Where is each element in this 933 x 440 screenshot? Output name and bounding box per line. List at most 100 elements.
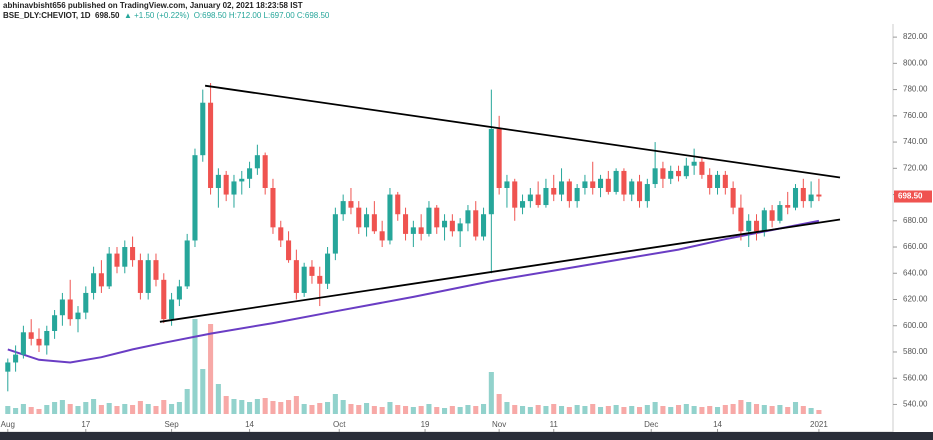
volume-bar <box>543 406 549 414</box>
x-tick-label: Nov <box>492 420 506 429</box>
moving-average <box>7 219 820 364</box>
candle-body <box>551 187 557 195</box>
volume-bar <box>91 399 97 414</box>
candle-body <box>457 223 463 232</box>
candle-body <box>660 168 666 179</box>
volume-bar <box>239 400 245 414</box>
volume-bar <box>200 369 206 414</box>
volume-bar <box>746 402 752 414</box>
volume-bar <box>176 402 182 414</box>
volume-bar <box>699 407 705 414</box>
volume-bar <box>410 407 416 414</box>
volume-bar <box>644 405 650 414</box>
candle-body <box>410 227 416 234</box>
volume-bar <box>722 405 728 414</box>
volume-bar <box>122 404 128 414</box>
candle-body <box>785 205 791 208</box>
candle-body <box>215 174 221 188</box>
candle-body <box>816 194 822 197</box>
candle-body <box>59 299 65 316</box>
volume-bar <box>145 404 151 414</box>
volume-bar <box>293 396 299 414</box>
volume-bar <box>403 406 409 414</box>
volume-bar <box>208 324 214 414</box>
volume-bar <box>67 404 73 414</box>
volume-bar <box>44 405 50 414</box>
candle-body <box>746 220 752 232</box>
candle-body <box>176 286 182 300</box>
volume-bar <box>465 405 471 414</box>
candle-body <box>371 214 377 232</box>
candle-body <box>761 210 767 232</box>
candle-body <box>28 332 34 339</box>
candle-body <box>738 207 744 232</box>
y-tick-label: 720.00 <box>903 163 928 172</box>
y-tick-label: 540.00 <box>903 400 928 409</box>
candle-body <box>262 155 268 188</box>
volume-bar <box>660 406 666 414</box>
candle-body <box>535 194 541 206</box>
volume-bar <box>223 396 229 414</box>
candle-body <box>293 260 299 293</box>
candle-body <box>714 174 721 188</box>
y-tick-label: 820.00 <box>903 32 928 41</box>
volume-bar <box>286 400 292 414</box>
candle-body <box>644 184 650 202</box>
candle-body <box>356 207 362 228</box>
volume-bar <box>753 404 760 414</box>
candle-body <box>512 181 518 208</box>
candle-body <box>543 187 549 206</box>
candle-body <box>449 220 455 232</box>
candle-body <box>192 155 198 241</box>
x-tick-label: Oct <box>333 420 346 429</box>
volume-bar <box>481 404 487 414</box>
candle-body <box>621 170 627 195</box>
volume-bar <box>5 406 11 414</box>
candle-body <box>683 165 689 177</box>
volume-bar <box>551 404 557 414</box>
last-price-label: 698.50 <box>898 192 923 201</box>
x-tick-label: 14 <box>245 420 254 429</box>
y-tick-label: 640.00 <box>903 268 928 277</box>
x-tick-label: 2021 <box>810 420 828 429</box>
volume-bar <box>714 407 721 414</box>
volume-bar <box>504 402 510 414</box>
last: 698.50 <box>95 11 120 20</box>
candle-body <box>340 201 346 215</box>
volume-bar <box>426 404 432 414</box>
candle-body <box>247 168 253 179</box>
candle-body <box>496 128 502 188</box>
x-tick-label: 11 <box>550 420 559 429</box>
volume-bar <box>449 406 455 414</box>
volume-bar <box>52 402 58 414</box>
candle-body <box>520 201 526 208</box>
candle-body <box>309 266 315 276</box>
x-tick-label: Dec <box>644 420 658 429</box>
candle-body <box>270 187 276 228</box>
candle-body <box>792 187 799 208</box>
volume-bar <box>707 406 713 414</box>
volume-bar <box>792 402 799 414</box>
volume-bar <box>442 408 448 414</box>
candle-body <box>613 170 619 192</box>
candle-body <box>83 292 89 313</box>
volume-bar <box>317 403 323 414</box>
volume-bar <box>371 406 377 414</box>
candle-body <box>52 315 58 331</box>
candle-body <box>597 178 604 188</box>
y-tick-label: 620.00 <box>903 295 928 304</box>
volume-bar <box>730 404 736 414</box>
volume-bar <box>520 406 526 414</box>
candle-body <box>184 240 190 287</box>
candle-body <box>691 161 697 166</box>
volume-bar <box>738 400 744 414</box>
candle-body <box>652 168 658 185</box>
candle-body <box>5 362 11 372</box>
candle-body <box>169 299 175 320</box>
volume-bar <box>395 405 401 414</box>
volume-bar <box>777 405 783 414</box>
candle-body <box>325 253 331 284</box>
volume-bar <box>535 405 541 414</box>
